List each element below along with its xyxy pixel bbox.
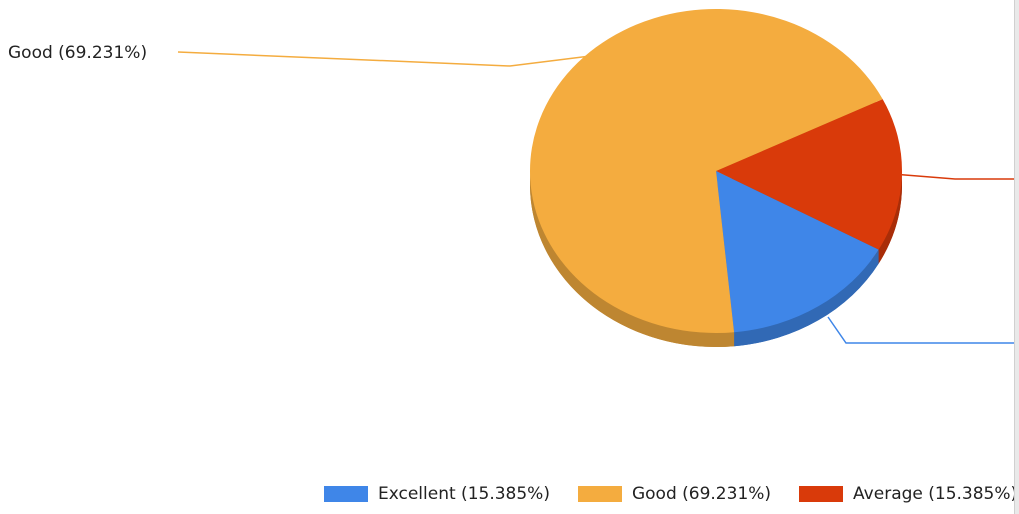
legend-item-good[interactable]: Good (69.231%)	[577, 484, 772, 504]
legend-label-good: Good (69.231%)	[631, 484, 772, 504]
legend-label-average: Average (15.385%)	[853, 484, 1018, 504]
legend-item-excellent[interactable]: Excellent (15.385%)	[324, 484, 550, 504]
leader-line-excellent	[827, 316, 1015, 344]
pie-slice-average[interactable]	[716, 99, 902, 250]
legend-swatch-good	[577, 486, 622, 502]
pie-side-excellent	[734, 249, 879, 347]
leader-line-average	[901, 174, 1015, 180]
pie-slice-good[interactable]	[530, 8, 883, 333]
pie-side-average	[878, 171, 902, 264]
leader-lines-layer	[177, 51, 1015, 344]
pie-slice-excellent[interactable]	[716, 171, 879, 333]
pie-slices-layer	[530, 8, 902, 333]
scrollbar-edge	[1014, 0, 1019, 514]
slice-labels-layer: Good (69.231%)	[8, 43, 147, 63]
legend-swatch-excellent	[324, 486, 368, 502]
legend-label-excellent: Excellent (15.385%)	[378, 484, 550, 504]
legend-item-average[interactable]: Average (15.385%)	[799, 484, 1017, 504]
leader-line-good	[177, 51, 588, 67]
legend-swatch-average	[799, 486, 844, 502]
legend: Excellent (15.385%) Good (69.231%) Avera…	[324, 480, 1019, 508]
slice-label-good: Good (69.231%)	[8, 43, 147, 63]
